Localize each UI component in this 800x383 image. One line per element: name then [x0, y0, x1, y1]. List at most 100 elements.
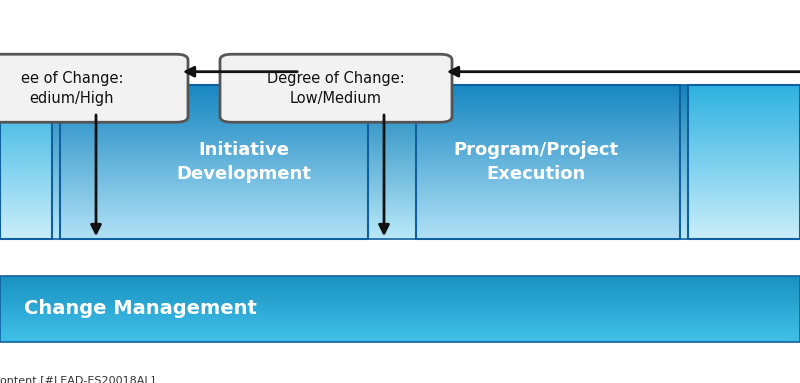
Bar [688, 228, 800, 231]
Bar [0, 284, 800, 286]
Bar [60, 144, 368, 146]
Bar [0, 229, 800, 231]
Bar [416, 229, 680, 231]
Bar [0, 198, 800, 200]
Bar [0, 281, 800, 282]
Bar [0, 193, 52, 196]
Bar [416, 180, 680, 182]
Bar [0, 100, 52, 104]
Bar [0, 113, 800, 115]
Bar [60, 211, 368, 213]
Bar [0, 307, 800, 309]
Bar [688, 177, 800, 181]
Bar [60, 115, 368, 118]
Bar [0, 287, 800, 289]
Bar [0, 152, 800, 154]
Bar [0, 139, 800, 141]
Bar [0, 208, 52, 212]
Bar [0, 228, 52, 231]
Bar [60, 198, 368, 200]
Bar [688, 165, 800, 170]
Bar [688, 96, 800, 100]
Bar [0, 235, 52, 239]
Bar [0, 334, 800, 336]
Bar [0, 206, 800, 208]
Bar [416, 113, 680, 115]
Bar [416, 128, 680, 131]
Bar [0, 123, 800, 126]
Bar [416, 167, 680, 170]
Bar [0, 159, 800, 162]
Bar [0, 311, 800, 312]
Bar [0, 322, 800, 324]
Bar [0, 189, 52, 193]
Bar [60, 177, 368, 180]
Bar [0, 150, 52, 154]
Bar [60, 126, 368, 128]
Bar [688, 123, 800, 127]
Bar [0, 316, 800, 317]
Bar [0, 119, 52, 123]
Bar [60, 164, 368, 167]
Bar [0, 317, 800, 319]
Bar [0, 182, 800, 185]
Bar [416, 97, 680, 100]
Bar [688, 142, 800, 146]
Bar [416, 123, 680, 126]
Bar [60, 152, 368, 154]
Bar [60, 231, 368, 234]
Bar [688, 85, 800, 88]
Bar [416, 231, 680, 234]
Bar [416, 206, 680, 208]
Bar [416, 177, 680, 180]
Bar [688, 196, 800, 200]
Bar [688, 92, 800, 96]
Bar [0, 146, 52, 150]
Bar [0, 133, 800, 136]
Bar [416, 185, 680, 188]
Bar [60, 149, 368, 152]
Bar [0, 115, 800, 118]
Bar [0, 321, 800, 322]
Bar [688, 146, 800, 150]
Bar [416, 208, 680, 211]
Bar [60, 213, 368, 216]
Bar [0, 180, 800, 182]
Bar [416, 85, 680, 239]
Bar [60, 180, 368, 182]
Bar [0, 279, 800, 281]
Bar [688, 108, 800, 111]
Bar [0, 212, 52, 216]
Bar [0, 319, 800, 321]
Bar [416, 103, 680, 105]
Bar [0, 276, 800, 342]
Bar [0, 170, 52, 173]
Bar [60, 224, 368, 226]
Bar [0, 304, 800, 306]
Bar [0, 128, 800, 131]
Bar [0, 195, 800, 198]
Bar [60, 170, 368, 172]
Bar [0, 337, 800, 339]
Bar [0, 292, 800, 294]
Bar [416, 221, 680, 224]
Bar [60, 87, 368, 90]
Bar [0, 142, 52, 146]
Bar [416, 175, 680, 177]
Bar [688, 212, 800, 216]
Bar [688, 131, 800, 135]
Bar [0, 331, 800, 332]
Bar [0, 324, 800, 326]
Bar [60, 193, 368, 195]
Bar [0, 170, 800, 172]
Bar [0, 234, 800, 236]
Bar [416, 234, 680, 236]
Bar [416, 115, 680, 118]
FancyBboxPatch shape [0, 54, 188, 122]
Bar [688, 220, 800, 224]
Bar [0, 162, 52, 165]
Bar [60, 92, 368, 95]
Bar [0, 85, 52, 88]
Bar [60, 121, 368, 123]
Bar [0, 309, 800, 311]
